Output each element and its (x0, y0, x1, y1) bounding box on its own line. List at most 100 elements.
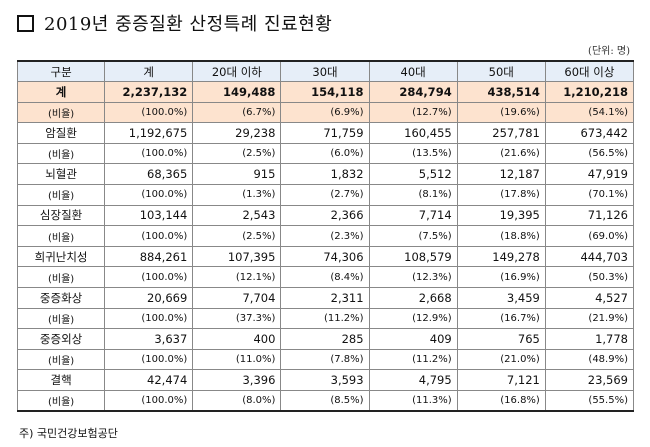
table-cell: (2.5%) (192, 142, 282, 165)
row-label: (비율) (16, 348, 106, 371)
table-cell: 3,593 (280, 369, 370, 391)
table-cell: 149,488 (192, 81, 282, 103)
row-label: (비율) (16, 142, 106, 165)
table-cell: 915 (192, 163, 282, 186)
table-cell: (8.0%) (192, 390, 282, 413)
table-cell: (100.0%) (104, 307, 194, 330)
table-row: 희귀난치성 884,261 107,395 74,306 108,579 149,278 4… (16, 245, 635, 268)
table-cell: 12,187 (456, 163, 546, 186)
ratio-row: (비율) (100.0%) (1.3%) (2.7%) (8.1%) (17.8%) (70… (16, 184, 635, 206)
header-cell: 구분 (16, 60, 106, 83)
row-label: 중증화상 (16, 287, 106, 309)
table-cell: (48.9%) (544, 348, 635, 371)
table-cell: 2,668 (368, 287, 458, 309)
table-cell: (100.0%) (104, 348, 194, 371)
table-cell: (17.8%) (456, 184, 546, 206)
table-cell: 71,126 (544, 204, 635, 227)
row-label: 결핵 (16, 369, 106, 391)
table-row: 중증화상 20,669 7,704 2,311 2,668 3,459 4,527 (16, 287, 635, 309)
table-cell: 71,759 (280, 122, 370, 144)
page-title: 2019년 중증질환 산정특례 진료현황 (44, 14, 333, 35)
table-cell: (54.1%) (544, 101, 635, 124)
table-cell: 5,512 (368, 163, 458, 186)
table-cell: 1,210,218 (544, 81, 635, 103)
table-cell: (16.7%) (456, 307, 546, 330)
table-cell: (12.3%) (368, 266, 458, 289)
ratio-row: (비율) (100.0%) (37.3%) (11.2%) (12.9%) (16.7%)… (16, 307, 635, 330)
ratio-row: (비율) (100.0%) (2.5%) (6.0%) (13.5%) (21.6%) (5… (16, 142, 635, 165)
table-cell: (56.5%) (544, 142, 635, 165)
table-cell: 3,637 (104, 328, 194, 350)
table-cell: 1,778 (544, 328, 635, 350)
table-cell: (6.7%) (192, 101, 282, 124)
table-cell: 400 (192, 328, 282, 350)
row-label: (비율) (16, 390, 106, 413)
table-cell: 7,704 (192, 287, 282, 309)
table-cell: 68,365 (104, 163, 194, 186)
table-cell: 3,459 (456, 287, 546, 309)
table-cell: (7.5%) (368, 225, 458, 247)
table-cell: 19,395 (456, 204, 546, 227)
table-cell: 4,527 (544, 287, 635, 309)
table-cell: (100.0%) (104, 266, 194, 289)
table-cell: 444,703 (544, 245, 635, 268)
table-cell: 103,144 (104, 204, 194, 227)
table-cell: 107,395 (192, 245, 282, 268)
ratio-row: (비율) (100.0%) (8.0%) (8.5%) (11.3%) (16.8%) (5… (16, 390, 635, 413)
table-cell: 160,455 (368, 122, 458, 144)
table-cell: (11.2%) (280, 307, 370, 330)
table-cell: (13.5%) (368, 142, 458, 165)
table-cell: (8.1%) (368, 184, 458, 206)
table-cell: (16.9%) (456, 266, 546, 289)
table-cell: 765 (456, 328, 546, 350)
row-label: (비율) (16, 184, 106, 206)
table-cell: (2.3%) (280, 225, 370, 247)
table-cell: 257,781 (456, 122, 546, 144)
table-cell: 4,795 (368, 369, 458, 391)
table-row: 결핵 42,474 3,396 3,593 4,795 7,121 23,569 (16, 369, 635, 391)
table-cell: (18.8%) (456, 225, 546, 247)
table-cell: 20,669 (104, 287, 194, 309)
table-cell: (37.3%) (192, 307, 282, 330)
table-cell: 1,192,675 (104, 122, 194, 144)
row-label: 뇌혈관 (16, 163, 106, 186)
table-body: 계 2,237,132 149,488 154,118 284,794 438,514 1,… (16, 81, 635, 413)
total-ratio-row: (비율) (100.0%) (6.7%) (6.9%) (12.7%) (19.6%) (5… (16, 101, 635, 124)
table-cell: (100.0%) (104, 390, 194, 413)
ratio-row: (비율) (100.0%) (2.5%) (2.3%) (7.5%) (18.8%) (69… (16, 225, 635, 247)
row-label: 계 (16, 81, 106, 103)
table-cell: 438,514 (456, 81, 546, 103)
table-cell: 7,714 (368, 204, 458, 227)
row-label: 심장질환 (16, 204, 106, 227)
table-cell: 42,474 (104, 369, 194, 391)
table-cell: 108,579 (368, 245, 458, 268)
table-cell: (11.2%) (368, 348, 458, 371)
table-cell: (69.0%) (544, 225, 635, 247)
table-cell: (12.7%) (368, 101, 458, 124)
table-cell: (1.3%) (192, 184, 282, 206)
table-cell: (70.1%) (544, 184, 635, 206)
table-row: 심장질환 103,144 2,543 2,366 7,714 19,395 71,126 (16, 204, 635, 227)
row-label: 희귀난치성 (16, 245, 106, 268)
checkbox-icon (17, 14, 34, 32)
table-cell: (100.0%) (104, 184, 194, 206)
table-cell: 154,118 (280, 81, 370, 103)
table-cell: (8.4%) (280, 266, 370, 289)
table-cell: (19.6%) (456, 101, 546, 124)
table-cell: 23,569 (544, 369, 635, 391)
table-cell: (11.3%) (368, 390, 458, 413)
table-cell: 673,442 (544, 122, 635, 144)
table-cell: 29,238 (192, 122, 282, 144)
row-label: (비율) (16, 266, 106, 289)
table-cell: (55.5%) (544, 390, 635, 413)
table-cell: 7,121 (456, 369, 546, 391)
table-cell: (8.5%) (280, 390, 370, 413)
table-cell: (12.9%) (368, 307, 458, 330)
table-cell: (11.0%) (192, 348, 282, 371)
table-cell: 884,261 (104, 245, 194, 268)
table-cell: (100.0%) (104, 142, 194, 165)
table-cell: (21.0%) (456, 348, 546, 371)
table-cell: 2,311 (280, 287, 370, 309)
table-cell: 47,919 (544, 163, 635, 186)
table-cell: (2.7%) (280, 184, 370, 206)
